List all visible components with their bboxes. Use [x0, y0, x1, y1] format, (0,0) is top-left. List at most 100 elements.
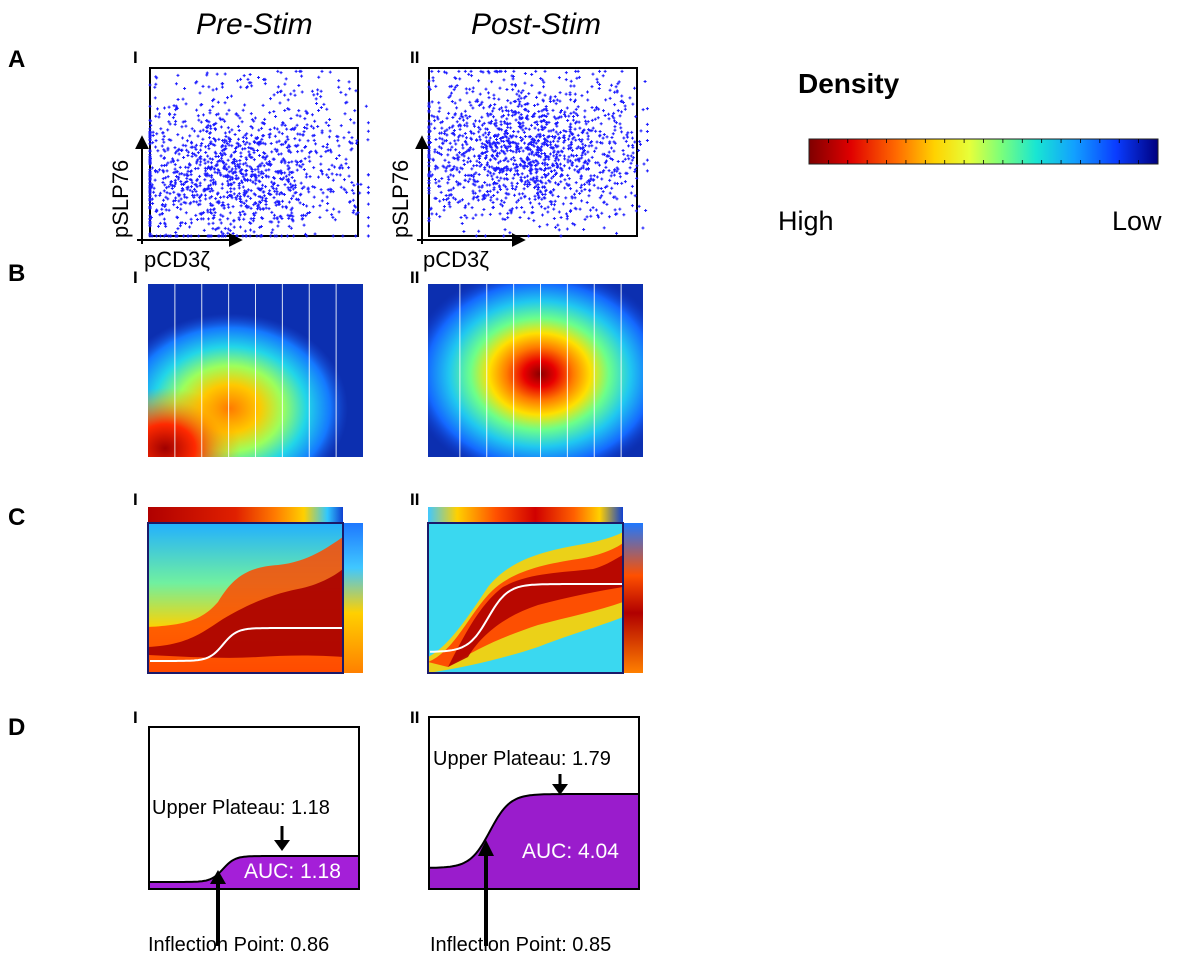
scatter-point — [505, 149, 509, 153]
scatter-point — [335, 173, 339, 177]
scatter-point — [440, 120, 444, 124]
scatter-point — [622, 213, 626, 217]
scatter-point — [272, 216, 276, 220]
scatter-point — [553, 181, 557, 185]
scatter-point — [586, 134, 590, 138]
scatter-point — [486, 169, 490, 173]
scatter-point — [203, 158, 207, 162]
scatter-point — [492, 186, 496, 190]
scatter-point — [256, 186, 260, 190]
scatter-point — [154, 170, 158, 174]
scatter-point — [287, 160, 291, 164]
scatter-point — [555, 145, 559, 149]
scatter-point — [564, 196, 568, 200]
scatter-point — [447, 95, 451, 99]
scatter-point — [437, 179, 441, 183]
scatter-point — [327, 135, 331, 139]
scatter-point — [337, 79, 341, 83]
scatter-point — [454, 77, 458, 81]
scatter-point — [499, 176, 503, 180]
scatter-point — [154, 145, 158, 149]
scatter-point — [533, 104, 537, 108]
scatter-point — [434, 84, 438, 88]
scatter-point — [508, 122, 512, 126]
scatter-point — [237, 186, 241, 190]
scatter-point — [208, 202, 212, 206]
scatter-point — [434, 181, 438, 185]
scatter-point — [264, 168, 268, 172]
scatter-point — [533, 112, 537, 116]
scatter-point — [443, 158, 447, 162]
scatter-point — [301, 217, 305, 221]
scatter-point — [616, 109, 620, 113]
scatter-point — [447, 160, 451, 164]
scatter-point — [159, 154, 163, 158]
scatter-point — [230, 144, 234, 148]
scatter-point — [608, 191, 612, 195]
scatter-point — [463, 123, 467, 127]
scatter-point — [533, 181, 537, 185]
scatter-point — [242, 140, 246, 144]
scatter-point — [549, 202, 553, 206]
scatter-point — [215, 163, 219, 167]
scatter-point — [162, 134, 166, 138]
scatter-point — [447, 193, 451, 197]
scatter-point — [216, 160, 220, 164]
scatter-point — [325, 208, 329, 212]
scatter-point — [489, 112, 493, 116]
scatter-point — [472, 172, 476, 176]
scatter-point — [162, 140, 166, 144]
scatter-point — [440, 177, 444, 181]
scatter-point — [244, 156, 248, 160]
scatter-point — [476, 198, 480, 202]
scatter-point — [473, 183, 477, 187]
scatter-point — [545, 142, 549, 146]
scatter-point — [211, 178, 215, 182]
scatter-point — [480, 100, 484, 104]
scatter-point — [455, 153, 459, 157]
scatter-point — [192, 195, 196, 199]
scatter-point — [581, 129, 585, 133]
scatter-point — [312, 195, 316, 199]
scatter-point — [614, 85, 618, 89]
scatter-point — [215, 72, 219, 76]
scatter-point — [562, 154, 566, 158]
scatter-point — [449, 148, 453, 152]
scatter-point — [513, 158, 517, 162]
scatter-point — [305, 172, 309, 176]
scatter-point — [514, 135, 518, 139]
scatter-point — [262, 194, 266, 198]
scatter-point — [350, 180, 354, 184]
scatter-point — [287, 224, 291, 228]
scatter-point — [573, 168, 577, 172]
scatter-point — [437, 145, 441, 149]
scatter-point — [281, 199, 285, 203]
scatter-point — [583, 188, 587, 192]
scatter-point — [204, 188, 208, 192]
scatter-point — [576, 113, 580, 117]
scatter-point — [438, 215, 442, 219]
scatter-point — [295, 160, 299, 164]
scatter-point — [495, 197, 499, 201]
scatter-point — [495, 69, 499, 73]
scatter-point — [552, 115, 556, 119]
scatter-point — [588, 188, 592, 192]
scatter-point — [573, 121, 577, 125]
scatter-point — [211, 88, 215, 92]
scatter-point — [445, 71, 449, 75]
scatter-point — [488, 158, 492, 162]
scatter-point — [445, 198, 449, 202]
scatter-point — [239, 172, 243, 176]
scatter-point — [567, 137, 571, 141]
scatter-point — [509, 149, 513, 153]
scatter-point — [484, 154, 488, 158]
scatter-point — [238, 195, 242, 199]
scatter-point — [554, 225, 558, 229]
scatter-point — [429, 122, 433, 126]
scatter-point — [610, 114, 614, 118]
scatter-point — [474, 213, 478, 217]
scatter-point — [449, 168, 453, 172]
scatter-point — [160, 144, 164, 148]
scatter-point — [279, 169, 283, 173]
scatter-point — [279, 71, 283, 75]
